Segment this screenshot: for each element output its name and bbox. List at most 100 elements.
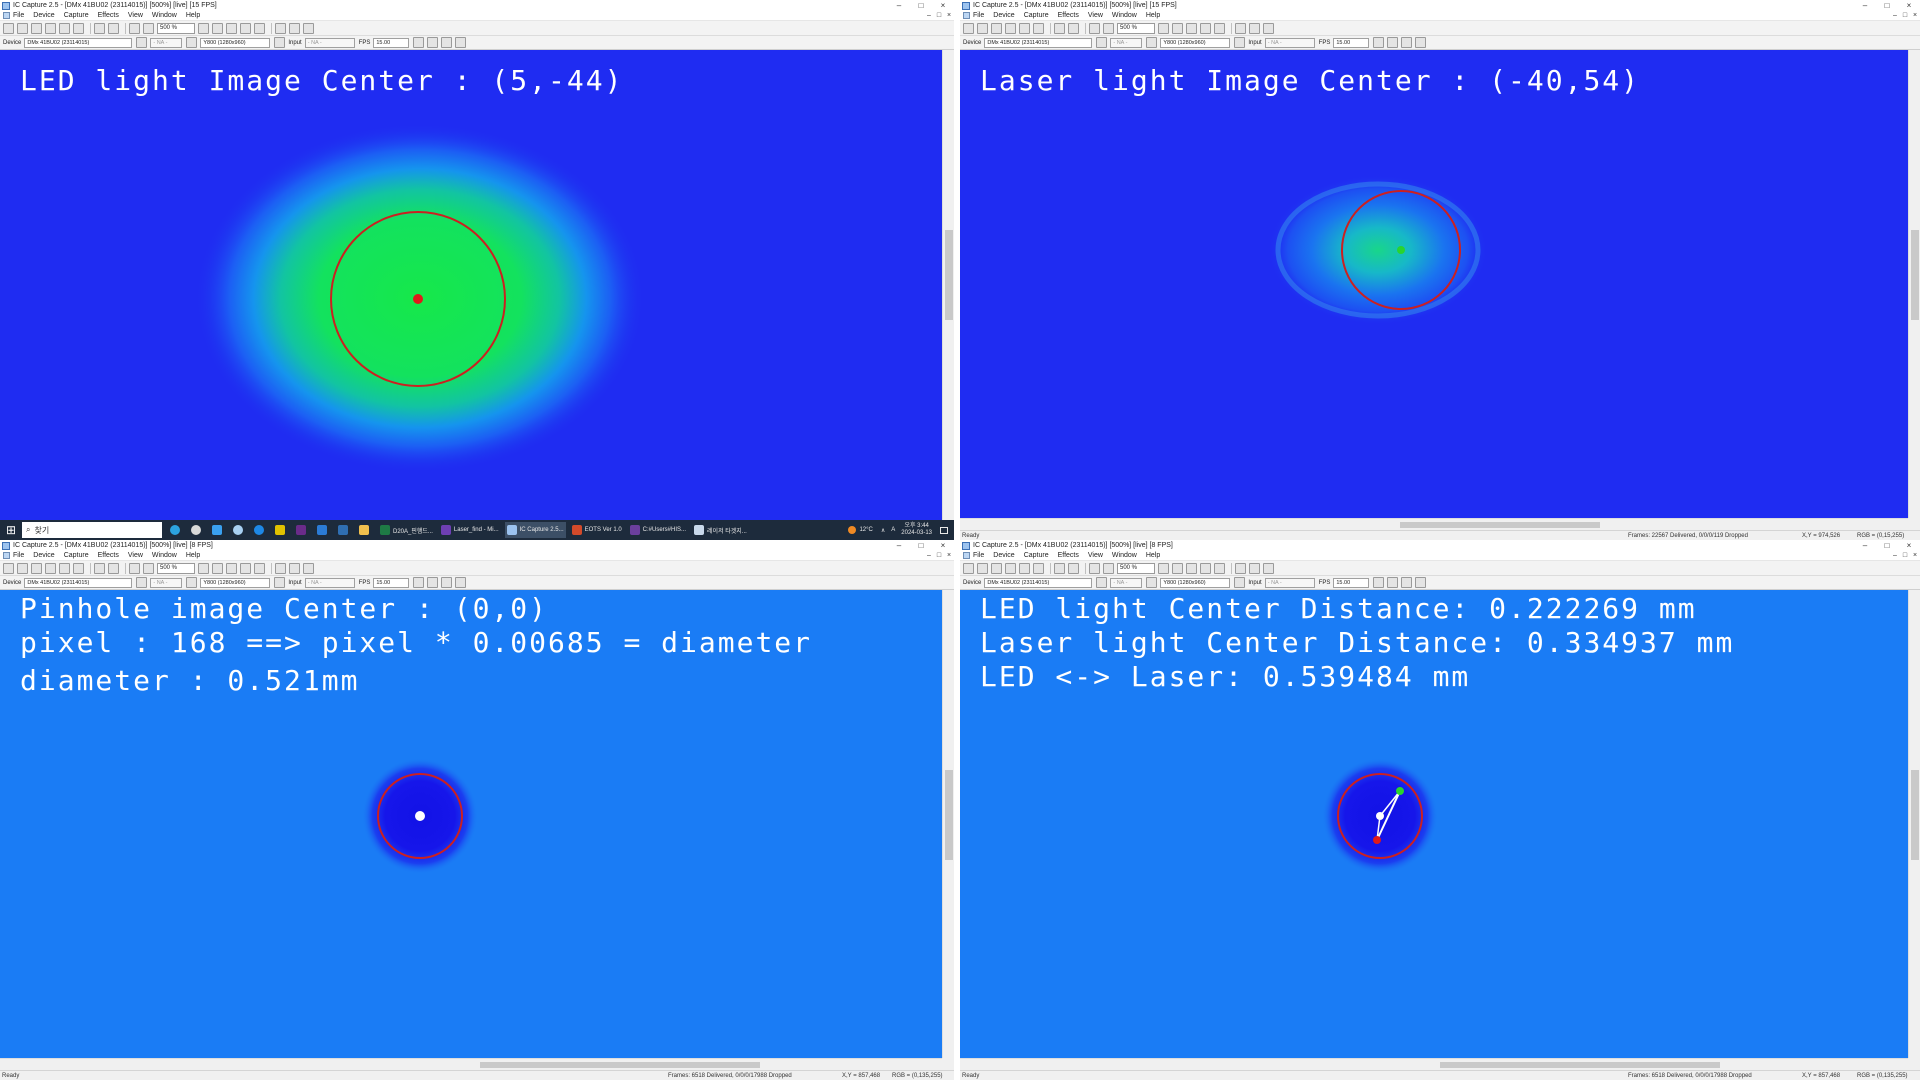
fps-select[interactable]: 15.00 [1333,37,1370,48]
menu-capture[interactable]: Capture [63,12,89,19]
rotate-left-icon[interactable] [441,577,453,588]
context-help-icon[interactable] [1249,562,1260,574]
live-icon[interactable] [31,562,42,574]
context-help-icon[interactable] [1249,22,1260,34]
taskbar-search-input[interactable]: ⌕ 찾기 [22,522,162,538]
menu-file[interactable]: File [973,552,985,559]
horizontal-flip-icon[interactable] [427,577,439,588]
settings-icon[interactable] [108,22,119,34]
menu-device[interactable]: Device [993,552,1015,559]
device-select[interactable]: DMx 41BU02 (23114015) [24,37,133,48]
video-norm-select[interactable]: - NA - [1110,37,1143,48]
save-icon[interactable] [17,562,28,574]
histogram-icon[interactable] [59,562,70,574]
minimize-button[interactable]: – [1862,541,1868,550]
zoom-in-icon[interactable] [129,22,140,34]
tools-icon[interactable] [1235,22,1246,34]
fps-select[interactable]: 15.00 [1333,577,1370,588]
rotate-left-icon[interactable] [1401,37,1413,48]
zoom-out-icon[interactable] [1103,22,1114,34]
format-icon[interactable] [1146,37,1158,48]
snapshot-icon[interactable] [1005,22,1016,34]
device-select[interactable]: DMx 41BU02 (23114015) [984,37,1093,48]
vertical-flip-icon[interactable] [413,577,425,588]
live-icon[interactable] [991,22,1002,34]
horizontal-scrollbar[interactable] [0,1058,942,1070]
menu-help[interactable]: Help [185,552,201,559]
overlay-icon[interactable] [240,22,251,34]
zoom-select[interactable]: 500 % [157,22,195,34]
histogram-icon[interactable] [59,22,70,34]
snapshot-icon[interactable] [45,22,56,34]
menu-view[interactable]: View [127,12,143,19]
taskbar-app-icon[interactable] [273,522,290,538]
menu-window[interactable]: Window [1111,552,1137,559]
rotate-left-icon[interactable] [1401,577,1413,588]
zoom-out-icon[interactable] [143,562,154,574]
menu-effects[interactable]: Effects [97,552,119,559]
maximize-button[interactable]: □ [918,1,924,10]
crop-icon[interactable] [226,22,237,34]
taskbar-app-icon[interactable] [231,522,248,538]
taskbar-app-ic-capture[interactable]: IC Capture 2.5... [504,522,566,538]
menu-effects[interactable]: Effects [1057,552,1079,559]
vertical-scrollbar[interactable] [942,590,954,1058]
taskbar-app-console[interactable]: C:#Users#HIS... [628,522,688,538]
device-select[interactable]: DMx 41BU02 (23114015) [984,577,1093,588]
zoom-in-icon[interactable] [129,562,140,574]
new-icon[interactable] [963,562,974,574]
resolution-select[interactable]: Y800 (1280x960) [1160,577,1231,588]
tools-icon[interactable] [275,22,286,34]
rotate-right-icon[interactable] [1415,577,1427,588]
format-settings-icon[interactable] [274,577,286,588]
help-icon[interactable] [303,562,314,574]
input-select[interactable]: - NA - [1264,577,1315,588]
resolution-select[interactable]: Y800 (1280x960) [200,577,271,588]
taskbar-app-laser-target[interactable]: 레이저 타겟지... [692,522,749,538]
taskbar-app-excel[interactable]: D20A_핀햄드... [378,522,435,538]
video-norm-select[interactable]: - NA - [150,37,183,48]
rotate-icon[interactable] [212,22,223,34]
format-icon[interactable] [186,577,198,588]
notification-icon[interactable] [940,526,948,534]
maximize-button[interactable]: □ [1884,1,1890,10]
mdi-maximize-button[interactable]: □ [936,12,942,19]
zoom-in-icon[interactable] [1089,22,1100,34]
grid-icon[interactable] [1214,562,1225,574]
camera-viewport-pinhole[interactable]: Pinhole image Center : (0,0) pixel : 168… [0,590,942,1058]
windows-start-icon[interactable]: ⊞ [5,523,17,537]
mdi-maximize-button[interactable]: □ [1902,552,1908,559]
crop-icon[interactable] [1186,562,1197,574]
horizontal-scrollbar[interactable] [960,518,1908,530]
menu-capture[interactable]: Capture [1023,12,1049,19]
properties-icon[interactable] [1054,562,1065,574]
format-settings-icon[interactable] [274,37,286,48]
minimize-button[interactable]: – [896,1,902,10]
menu-help[interactable]: Help [1145,552,1161,559]
horizontal-flip-icon[interactable] [427,37,439,48]
histogram-icon[interactable] [1019,562,1030,574]
help-icon[interactable] [1263,22,1274,34]
taskbar-app-icon[interactable] [336,522,353,538]
settings-icon[interactable] [1068,22,1079,34]
taskbar-app-icon[interactable] [315,522,332,538]
overlay-icon[interactable] [1200,562,1211,574]
format-icon[interactable] [186,37,198,48]
rotate-icon[interactable] [212,562,223,574]
taskbar-clock[interactable]: 오후 3:44 2024-03-13 [901,523,932,537]
resolution-select[interactable]: Y800 (1280x960) [200,37,271,48]
menu-window[interactable]: Window [151,12,177,19]
format-settings-icon[interactable] [1234,577,1246,588]
close-button[interactable]: × [940,541,946,550]
context-help-icon[interactable] [289,22,300,34]
taskbar-app-icon[interactable] [189,522,206,538]
camera-viewport-led[interactable]: LED light Image Center : (5,-44) [0,50,942,520]
grid-icon[interactable] [1214,22,1225,34]
format-icon[interactable] [1146,577,1158,588]
zoom-select[interactable]: 500 % [1117,562,1155,574]
zoom-in-icon[interactable] [1089,562,1100,574]
vertical-flip-icon[interactable] [1373,577,1385,588]
menu-capture[interactable]: Capture [1023,552,1049,559]
new-icon[interactable] [3,22,14,34]
menu-file[interactable]: File [13,12,25,19]
